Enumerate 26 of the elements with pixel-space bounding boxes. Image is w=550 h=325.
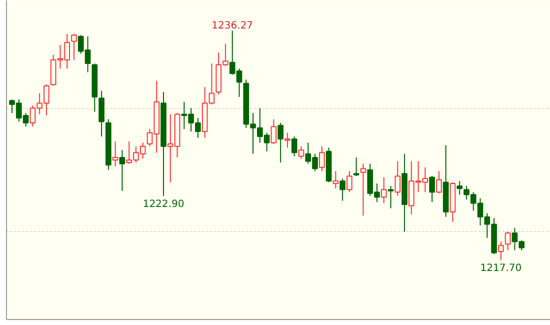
candlestick — [340, 178, 346, 202]
candlestick — [429, 176, 435, 203]
candlestick — [353, 157, 360, 177]
candlestick — [380, 176, 387, 204]
candlestick — [98, 90, 104, 138]
annotation: 1222.90 — [142, 198, 184, 210]
candlestick — [332, 170, 339, 189]
candlestick — [436, 170, 442, 194]
candlestick — [498, 241, 504, 261]
annotation: 1217.70 — [480, 263, 522, 274]
candlestick — [291, 136, 298, 157]
candlestick — [278, 122, 284, 163]
candlestick — [298, 146, 304, 160]
candlestick — [388, 185, 394, 209]
candlestick — [112, 140, 118, 167]
candlestick — [318, 146, 325, 172]
candlestick — [71, 33, 77, 60]
candlestick — [504, 231, 511, 251]
candlestick — [394, 160, 401, 196]
candlestick — [456, 180, 463, 196]
candlestick — [346, 170, 352, 193]
annotation: 1236.27 — [212, 20, 254, 32]
candlestick — [360, 163, 366, 216]
candlestick — [119, 150, 126, 192]
candlestick — [284, 132, 290, 148]
candlestick — [270, 118, 277, 144]
